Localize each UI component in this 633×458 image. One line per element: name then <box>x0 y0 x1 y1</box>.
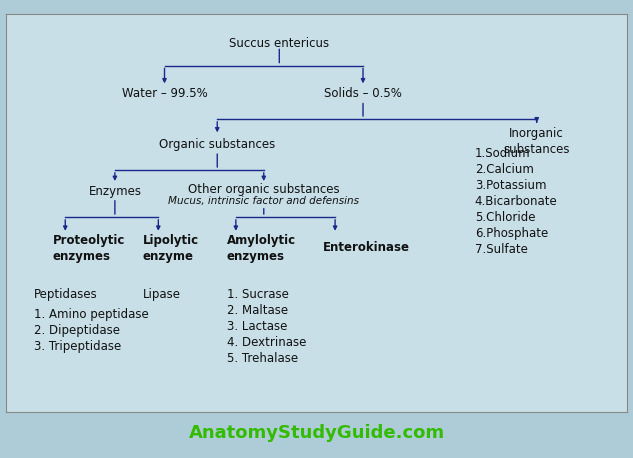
Text: Solids – 0.5%: Solids – 0.5% <box>324 87 402 100</box>
Text: Inorganic
substances: Inorganic substances <box>503 127 570 156</box>
Text: 1.Sodium
2.Calcium
3.Potassium
4.Bicarbonate
5.Chloride
6.Phosphate
7.Sulfate: 1.Sodium 2.Calcium 3.Potassium 4.Bicarbo… <box>475 147 558 256</box>
Text: Peptidases: Peptidases <box>34 288 98 301</box>
Text: Organic substances: Organic substances <box>159 138 275 151</box>
Text: Amylolytic
enzymes: Amylolytic enzymes <box>227 234 296 263</box>
Text: 1. Amino peptidase
2. Dipeptidase
3. Tripeptidase: 1. Amino peptidase 2. Dipeptidase 3. Tri… <box>34 308 149 353</box>
Text: Enzymes: Enzymes <box>89 185 141 197</box>
Text: Water – 99.5%: Water – 99.5% <box>122 87 208 100</box>
Text: 1. Sucrase
2. Maltase
3. Lactase
4. Dextrinase
5. Trehalase: 1. Sucrase 2. Maltase 3. Lactase 4. Dext… <box>227 288 306 365</box>
Text: Mucus, intrinsic factor and defensins: Mucus, intrinsic factor and defensins <box>168 196 360 206</box>
Text: AnatomyStudyGuide.com: AnatomyStudyGuide.com <box>189 424 444 442</box>
Text: Proteolytic
enzymes: Proteolytic enzymes <box>53 234 125 263</box>
Text: Succus entericus: Succus entericus <box>229 37 329 50</box>
Text: Lipase: Lipase <box>143 288 181 301</box>
Text: Lipolytic
enzyme: Lipolytic enzyme <box>143 234 199 263</box>
Text: Enterokinase: Enterokinase <box>323 241 410 254</box>
Text: Other organic substances: Other organic substances <box>188 183 339 196</box>
